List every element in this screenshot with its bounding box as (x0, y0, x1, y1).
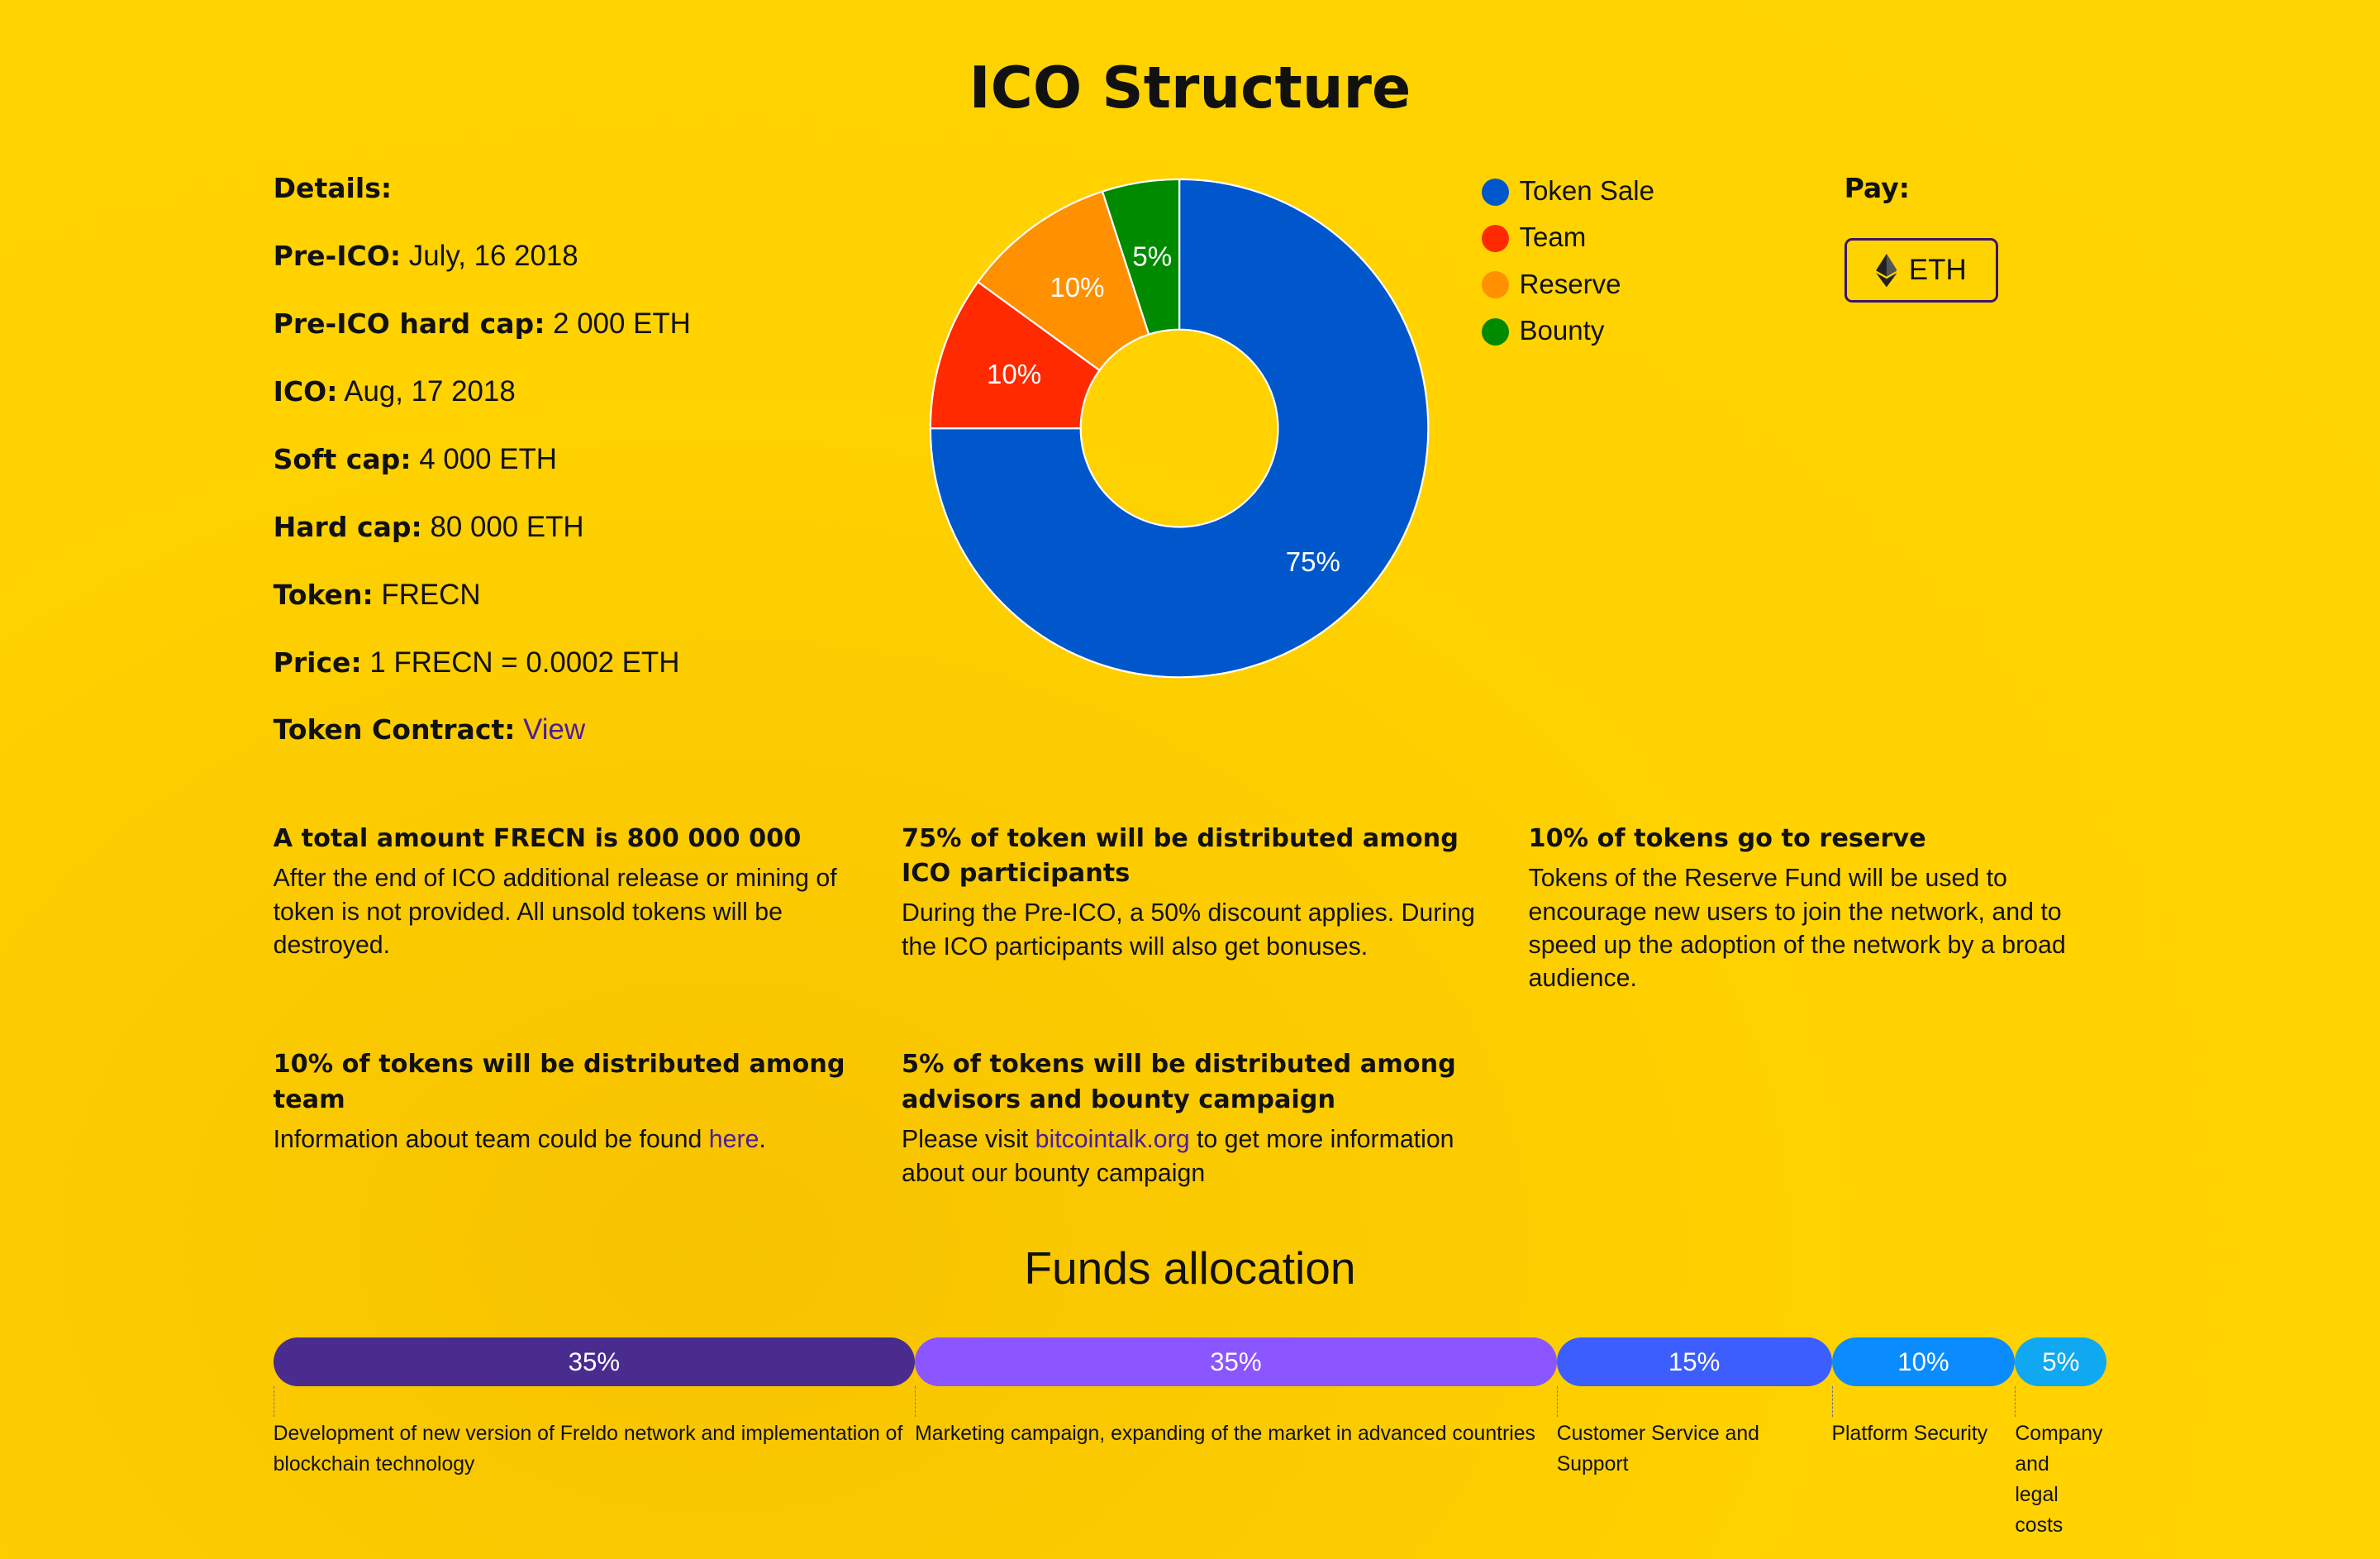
funds-bar-segment: 35% (273, 1337, 916, 1386)
detail-value: Aug, 17 2018 (337, 375, 516, 408)
pay-eth-label: ETH (1908, 254, 1967, 287)
donut-data-label: 5% (1132, 241, 1172, 272)
donut-data-label: 75% (1286, 547, 1340, 578)
funds-label: Development of new version of Freldo net… (273, 1423, 903, 1476)
legend-item[interactable]: Reserve (1481, 269, 1621, 301)
donut-chart: 75% 10% 10% 5% (929, 178, 1430, 679)
info-body: After the end of ICO additional release … (273, 865, 837, 960)
detail-label: Soft cap: (273, 442, 412, 475)
funds-bar-segment: 35% (915, 1337, 1557, 1386)
info-body: Tokens of the Reserve Fund will be used … (1528, 865, 2066, 993)
pay-eth-button[interactable]: ETH (1844, 238, 1998, 303)
legend-label: Reserve (1519, 269, 1621, 300)
funds-tick (1831, 1385, 1833, 1417)
info-text: Information about team could be found (273, 1126, 709, 1154)
funds-bar-segment: 5% (2015, 1337, 2107, 1386)
funds-label: Company and legal costs (2015, 1423, 2103, 1537)
detail-label: Token: (273, 578, 374, 611)
donut-slice-bounty[interactable] (1101, 178, 1181, 336)
funds-percent: 10% (1897, 1347, 1949, 1376)
detail-row: Hard cap: 80 000 ETH (274, 511, 584, 544)
info-title: 10% of tokens will be distributed among … (273, 1050, 845, 1114)
funds-tick (2015, 1385, 2016, 1417)
info-body: During the Pre-ICO, a 50% discount appli… (901, 899, 1475, 961)
funds-bar-segment: 15% (1556, 1337, 1832, 1386)
funds-label: Platform Security (1831, 1423, 1988, 1446)
info-body: Please visit bitcointalk.org to get more… (902, 1123, 1478, 1190)
funds-label: Customer Service and Support (1556, 1423, 1759, 1476)
info-text: . (759, 1126, 766, 1154)
legend-item[interactable]: Token Sale (1481, 176, 1655, 207)
info-title: 5% of tokens will be distributed among a… (901, 1050, 1456, 1114)
info-title: A total amount FRECN is 800 000 000 (273, 823, 802, 853)
info-block: 5% of tokens will be distributed among a… (902, 1047, 1478, 1190)
detail-label: ICO: (273, 375, 338, 408)
view-contract-link[interactable]: View (523, 713, 586, 746)
legend-label: Bounty (1519, 316, 1605, 347)
detail-value: FRECN (373, 578, 481, 611)
detail-label: Hard cap: (273, 510, 422, 543)
donut-slice-reserve[interactable] (976, 190, 1150, 372)
info-title: 75% of token will be distributed among I… (901, 823, 1459, 888)
donut-data-label: 10% (1050, 273, 1104, 303)
funds-percent: 35% (568, 1347, 621, 1376)
donut-slice-team[interactable] (929, 280, 1102, 430)
detail-label: Price: (273, 646, 362, 679)
legend-swatch (1481, 224, 1509, 252)
funds-tick (1556, 1385, 1558, 1417)
funds-allocation-title: Funds allocation (1024, 1242, 1356, 1294)
info-title: 10% of tokens go to reserve (1528, 823, 1926, 853)
ethereum-icon (1875, 253, 1897, 288)
donut-slice-token-sale[interactable] (929, 178, 1430, 679)
detail-row: Token: FRECN (274, 579, 481, 612)
detail-value: 4 000 ETH (411, 442, 557, 475)
detail-label: Pre-ICO: (273, 240, 402, 273)
details-heading: Details: (273, 171, 393, 204)
pay-label: Pay: (1844, 171, 1910, 204)
legend-label: Team (1519, 222, 1587, 254)
detail-value: 1 FRECN = 0.0002 ETH (361, 646, 680, 679)
funds-percent: 5% (2042, 1347, 2080, 1376)
detail-value: 80 000 ETH (421, 510, 584, 543)
funds-bar-segment: 10% (1831, 1337, 2016, 1386)
info-block: 75% of token will be distributed among I… (902, 822, 1478, 965)
legend-label: Token Sale (1519, 176, 1655, 207)
legend-swatch (1481, 271, 1509, 299)
funds-tick (915, 1385, 916, 1417)
detail-row: Pre-ICO: July, 16 2018 (274, 240, 578, 273)
info-body: Information about team could be found he… (274, 1123, 850, 1156)
legend-swatch (1481, 178, 1509, 206)
info-text: Please visit (901, 1126, 1035, 1154)
info-link[interactable]: bitcointalk.org (1035, 1126, 1190, 1154)
legend-swatch (1481, 317, 1509, 346)
info-block: A total amount FRECN is 800 000 000 After… (274, 822, 850, 963)
info-link[interactable]: here (708, 1126, 759, 1154)
detail-value: 2 000 ETH (545, 308, 691, 341)
legend-item[interactable]: Bounty (1481, 316, 1605, 347)
detail-label: Pre-ICO hard cap: (273, 308, 545, 341)
page-title: ICO Structure (969, 55, 1411, 122)
detail-row: Soft cap: 4 000 ETH (274, 443, 557, 476)
detail-value: July, 16 2018 (401, 240, 578, 273)
funds-percent: 35% (1210, 1347, 1262, 1376)
funds-percent: 15% (1668, 1347, 1721, 1376)
info-block: 10% of tokens will be distributed among … (274, 1047, 850, 1156)
info-block: 10% of tokens go to reserve Tokens of the… (1529, 822, 2121, 996)
funds-label: Marketing campaign, expanding of the mar… (915, 1423, 1535, 1446)
donut-data-label: 10% (987, 360, 1041, 390)
legend-item[interactable]: Team (1481, 222, 1587, 254)
info-text: to get more information about our bounty… (901, 1126, 1454, 1187)
detail-row: Pre-ICO hard cap: 2 000 ETH (274, 308, 691, 341)
token-contract-row: Token Contract: View (273, 713, 586, 746)
detail-row: Price: 1 FRECN = 0.0002 ETH (274, 646, 680, 679)
detail-row: ICO: Aug, 17 2018 (274, 375, 516, 408)
